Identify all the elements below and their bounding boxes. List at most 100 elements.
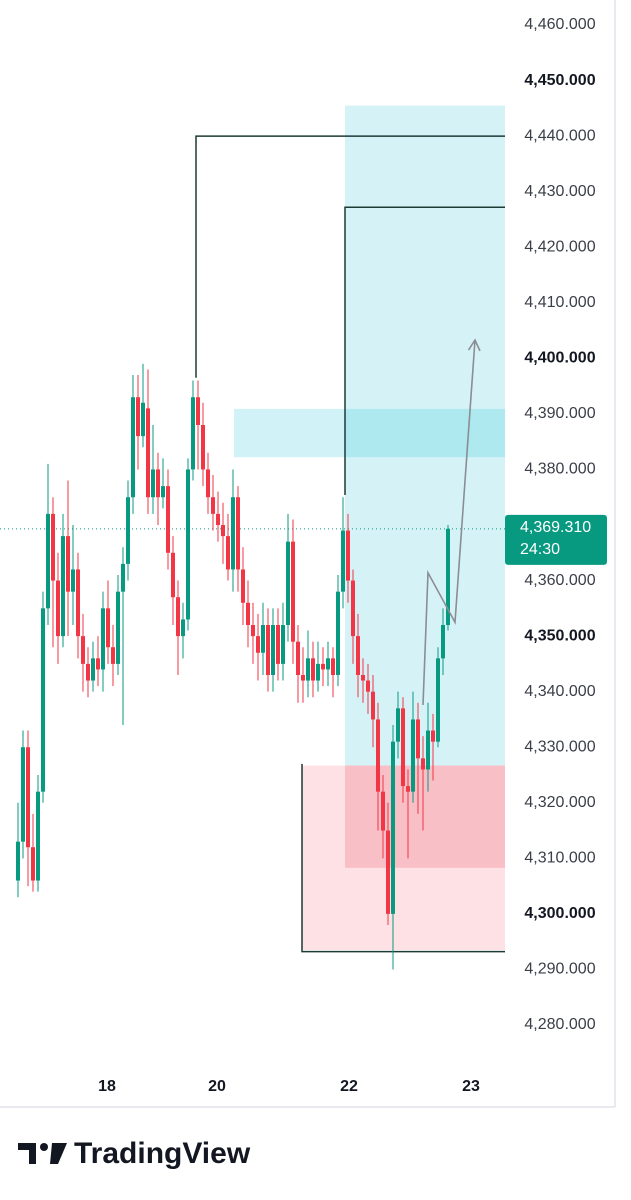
candle-body xyxy=(236,497,240,570)
candle-body xyxy=(36,791,40,881)
logo-icon-dot xyxy=(40,1143,48,1151)
candle-body xyxy=(206,469,210,498)
candle-body xyxy=(181,619,185,637)
candle-body xyxy=(121,563,125,592)
y-tick-label: 4,390.000 xyxy=(524,405,595,422)
last-price-label: 4,369.310 xyxy=(520,519,591,536)
candle-body xyxy=(186,469,190,620)
candle-body xyxy=(41,608,45,792)
candle-body xyxy=(356,636,360,675)
candle-body xyxy=(306,658,310,681)
projection-path xyxy=(422,339,476,706)
y-tick-label: 4,460.000 xyxy=(524,16,595,33)
candle-body xyxy=(291,541,295,642)
candle-body xyxy=(141,402,145,437)
candle-body xyxy=(196,397,200,425)
candle-body xyxy=(406,786,410,792)
candle-body xyxy=(391,741,395,914)
countdown-label: 24:30 xyxy=(520,541,560,558)
candle-body xyxy=(311,658,315,681)
candle-body xyxy=(241,569,245,603)
y-tick-label: 4,440.000 xyxy=(524,127,595,144)
candle-body xyxy=(131,397,135,498)
candle-body xyxy=(156,469,160,498)
y-tick-label: 4,340.000 xyxy=(524,683,595,700)
candle-body xyxy=(201,425,205,470)
y-tick-label: 4,420.000 xyxy=(524,238,595,255)
candle-body xyxy=(421,758,425,770)
candle-body xyxy=(146,408,150,498)
candle-body xyxy=(331,658,335,675)
level-line xyxy=(301,763,505,953)
x-tick-label: 20 xyxy=(208,1078,226,1095)
candle-body xyxy=(46,513,50,609)
candle-body xyxy=(426,730,430,770)
candle-body xyxy=(16,841,20,881)
position-zone xyxy=(234,408,505,458)
logo-icon xyxy=(18,1143,36,1164)
logo-icon-slash xyxy=(50,1143,67,1164)
candle-body xyxy=(301,675,305,681)
candle-body xyxy=(31,847,35,881)
candle-body xyxy=(316,663,320,681)
candle-body xyxy=(71,569,75,592)
candle-body xyxy=(101,608,105,670)
candle-body xyxy=(171,552,175,598)
level-line xyxy=(344,206,505,495)
candle-body xyxy=(221,525,225,537)
y-tick-label: 4,360.000 xyxy=(524,572,595,589)
candle-body xyxy=(376,719,380,792)
candle-body xyxy=(116,591,120,664)
y-tick-label: 4,310.000 xyxy=(524,850,595,867)
candle-body xyxy=(81,636,85,664)
candle-body xyxy=(51,513,55,581)
candle-body xyxy=(441,625,445,659)
candle-body xyxy=(281,625,285,664)
candle-body xyxy=(161,486,165,498)
candle-body xyxy=(336,591,340,675)
candle-body xyxy=(96,658,100,670)
y-tick-label: 4,330.000 xyxy=(524,738,595,755)
candle-body xyxy=(371,691,375,720)
last-price-badge xyxy=(505,514,607,565)
candle-body xyxy=(351,580,355,637)
candle-body xyxy=(296,641,300,675)
candle-body xyxy=(26,747,30,848)
candle-body xyxy=(436,658,440,742)
candle-body xyxy=(401,708,405,787)
candle-body xyxy=(21,747,25,842)
candle-body xyxy=(381,791,385,831)
candle-body xyxy=(151,469,155,498)
candle-body xyxy=(111,647,115,664)
candle-body xyxy=(261,625,265,653)
candle-body xyxy=(231,497,235,570)
candle-body xyxy=(86,663,90,681)
candle-body xyxy=(76,569,80,637)
candle-body xyxy=(226,536,230,570)
level-line xyxy=(195,135,505,378)
candle-body xyxy=(56,580,60,637)
candle-body xyxy=(321,663,325,670)
position-zone xyxy=(345,765,505,868)
candle-body xyxy=(106,608,110,648)
y-tick-label: 4,410.000 xyxy=(524,294,595,311)
candle-body xyxy=(446,528,450,625)
y-tick-label: 4,400.000 xyxy=(524,350,595,367)
candle-body xyxy=(136,397,140,437)
candle-body xyxy=(341,530,345,592)
candle-body xyxy=(396,708,400,742)
y-tick-label: 4,380.000 xyxy=(524,461,595,478)
y-tick-label: 4,430.000 xyxy=(524,183,595,200)
y-tick-label: 4,320.000 xyxy=(524,794,595,811)
candle-body xyxy=(411,719,415,792)
candle-body xyxy=(211,497,215,514)
candle-body xyxy=(266,625,270,675)
projection-arrowhead xyxy=(467,338,481,352)
logo: TradingView xyxy=(18,1137,251,1170)
y-tick-label: 4,450.000 xyxy=(524,72,595,89)
candle-body xyxy=(66,536,70,592)
candle-body xyxy=(216,513,220,525)
candle-body xyxy=(191,397,195,470)
candle-body xyxy=(276,625,280,664)
